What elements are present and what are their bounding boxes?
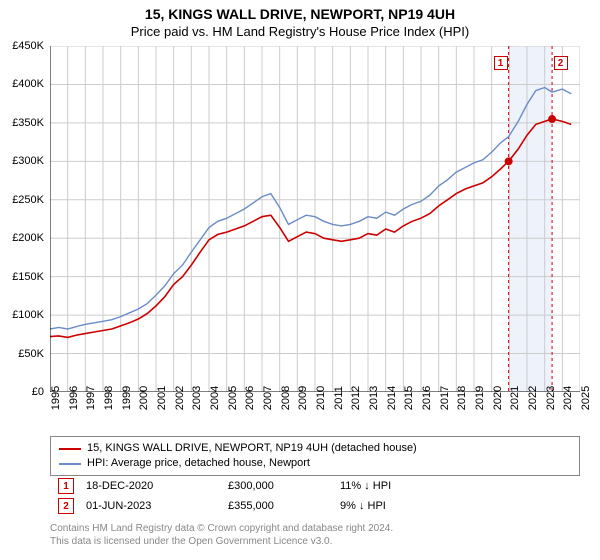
y-axis: £0£50K£100K£150K£200K£250K£300K£350K£400… [0, 46, 48, 392]
x-tick-label: 1996 [68, 386, 80, 410]
x-tick-label: 2025 [580, 386, 592, 410]
transaction-date: 18-DEC-2020 [86, 480, 216, 492]
x-tick-label: 2001 [156, 386, 168, 410]
legend: 15, KINGS WALL DRIVE, NEWPORT, NP19 4UH … [50, 436, 580, 476]
legend-row: 15, KINGS WALL DRIVE, NEWPORT, NP19 4UH … [59, 441, 571, 456]
transaction-price: £300,000 [228, 480, 328, 492]
legend-swatch [59, 448, 81, 450]
x-tick-label: 2004 [209, 386, 221, 410]
y-tick-label: £250K [12, 194, 44, 206]
y-tick-label: £150K [12, 271, 44, 283]
transaction-row: 1 18-DEC-2020 £300,000 11% ↓ HPI [50, 476, 580, 496]
x-tick-label: 2016 [421, 386, 433, 410]
x-tick-label: 2007 [262, 386, 274, 410]
x-tick-label: 1999 [121, 386, 133, 410]
transaction-badge: 2 [58, 498, 74, 514]
x-tick-label: 2015 [403, 386, 415, 410]
x-tick-label: 2010 [315, 386, 327, 410]
transaction-relative: 11% ↓ HPI [340, 480, 440, 492]
x-tick-label: 2022 [527, 386, 539, 410]
x-tick-label: 1998 [103, 386, 115, 410]
flag-marker: 2 [554, 56, 568, 70]
y-tick-label: £100K [12, 309, 44, 321]
x-tick-label: 2002 [174, 386, 186, 410]
chart-title: 15, KINGS WALL DRIVE, NEWPORT, NP19 4UH [0, 0, 600, 22]
y-tick-label: £350K [12, 117, 44, 129]
y-tick-label: £50K [18, 348, 44, 360]
y-tick-label: £200K [12, 232, 44, 244]
x-tick-label: 1995 [50, 386, 62, 410]
transaction-price: £355,000 [228, 500, 328, 512]
x-tick-label: 2019 [474, 386, 486, 410]
x-tick-label: 2014 [386, 386, 398, 410]
x-tick-label: 2020 [492, 386, 504, 410]
x-tick-label: 2000 [138, 386, 150, 410]
chart-subtitle: Price paid vs. HM Land Registry's House … [0, 22, 600, 39]
footer-attribution: Contains HM Land Registry data © Crown c… [50, 522, 580, 548]
x-tick-label: 2011 [333, 386, 345, 410]
x-tick-label: 2018 [456, 386, 468, 410]
chart-svg [50, 46, 580, 392]
transactions-table: 1 18-DEC-2020 £300,000 11% ↓ HPI 2 01-JUN-202… [50, 476, 580, 516]
x-tick-label: 2021 [509, 386, 521, 410]
transaction-row: 2 01-JUN-2023 £355,000 9% ↓ HPI [50, 496, 580, 516]
x-tick-label: 1997 [85, 386, 97, 410]
y-tick-label: £450K [12, 40, 44, 52]
x-tick-label: 2003 [191, 386, 203, 410]
footer-line1: Contains HM Land Registry data © Crown c… [50, 522, 580, 535]
y-tick-label: £0 [32, 386, 44, 398]
x-tick-label: 2005 [227, 386, 239, 410]
x-axis: 1995199619971998199920002001200220032004… [50, 394, 580, 434]
x-tick-label: 2023 [545, 386, 557, 410]
legend-row: HPI: Average price, detached house, Newp… [59, 456, 571, 471]
y-tick-label: £300K [12, 155, 44, 167]
transaction-badge: 1 [58, 478, 74, 494]
flag-marker: 1 [494, 56, 508, 70]
x-tick-label: 2012 [350, 386, 362, 410]
transaction-relative: 9% ↓ HPI [340, 500, 440, 512]
legend-swatch [59, 463, 81, 465]
x-tick-label: 2024 [562, 386, 574, 410]
x-tick-label: 2009 [297, 386, 309, 410]
legend-label: HPI: Average price, detached house, Newp… [87, 456, 310, 471]
x-tick-label: 2017 [439, 386, 451, 410]
x-tick-label: 2013 [368, 386, 380, 410]
transaction-date: 01-JUN-2023 [86, 500, 216, 512]
chart-plot-area: 12 [50, 46, 580, 392]
x-tick-label: 2008 [280, 386, 292, 410]
footer-line2: This data is licensed under the Open Gov… [50, 535, 580, 548]
x-tick-label: 2006 [244, 386, 256, 410]
y-tick-label: £400K [12, 78, 44, 90]
legend-label: 15, KINGS WALL DRIVE, NEWPORT, NP19 4UH … [87, 441, 417, 456]
